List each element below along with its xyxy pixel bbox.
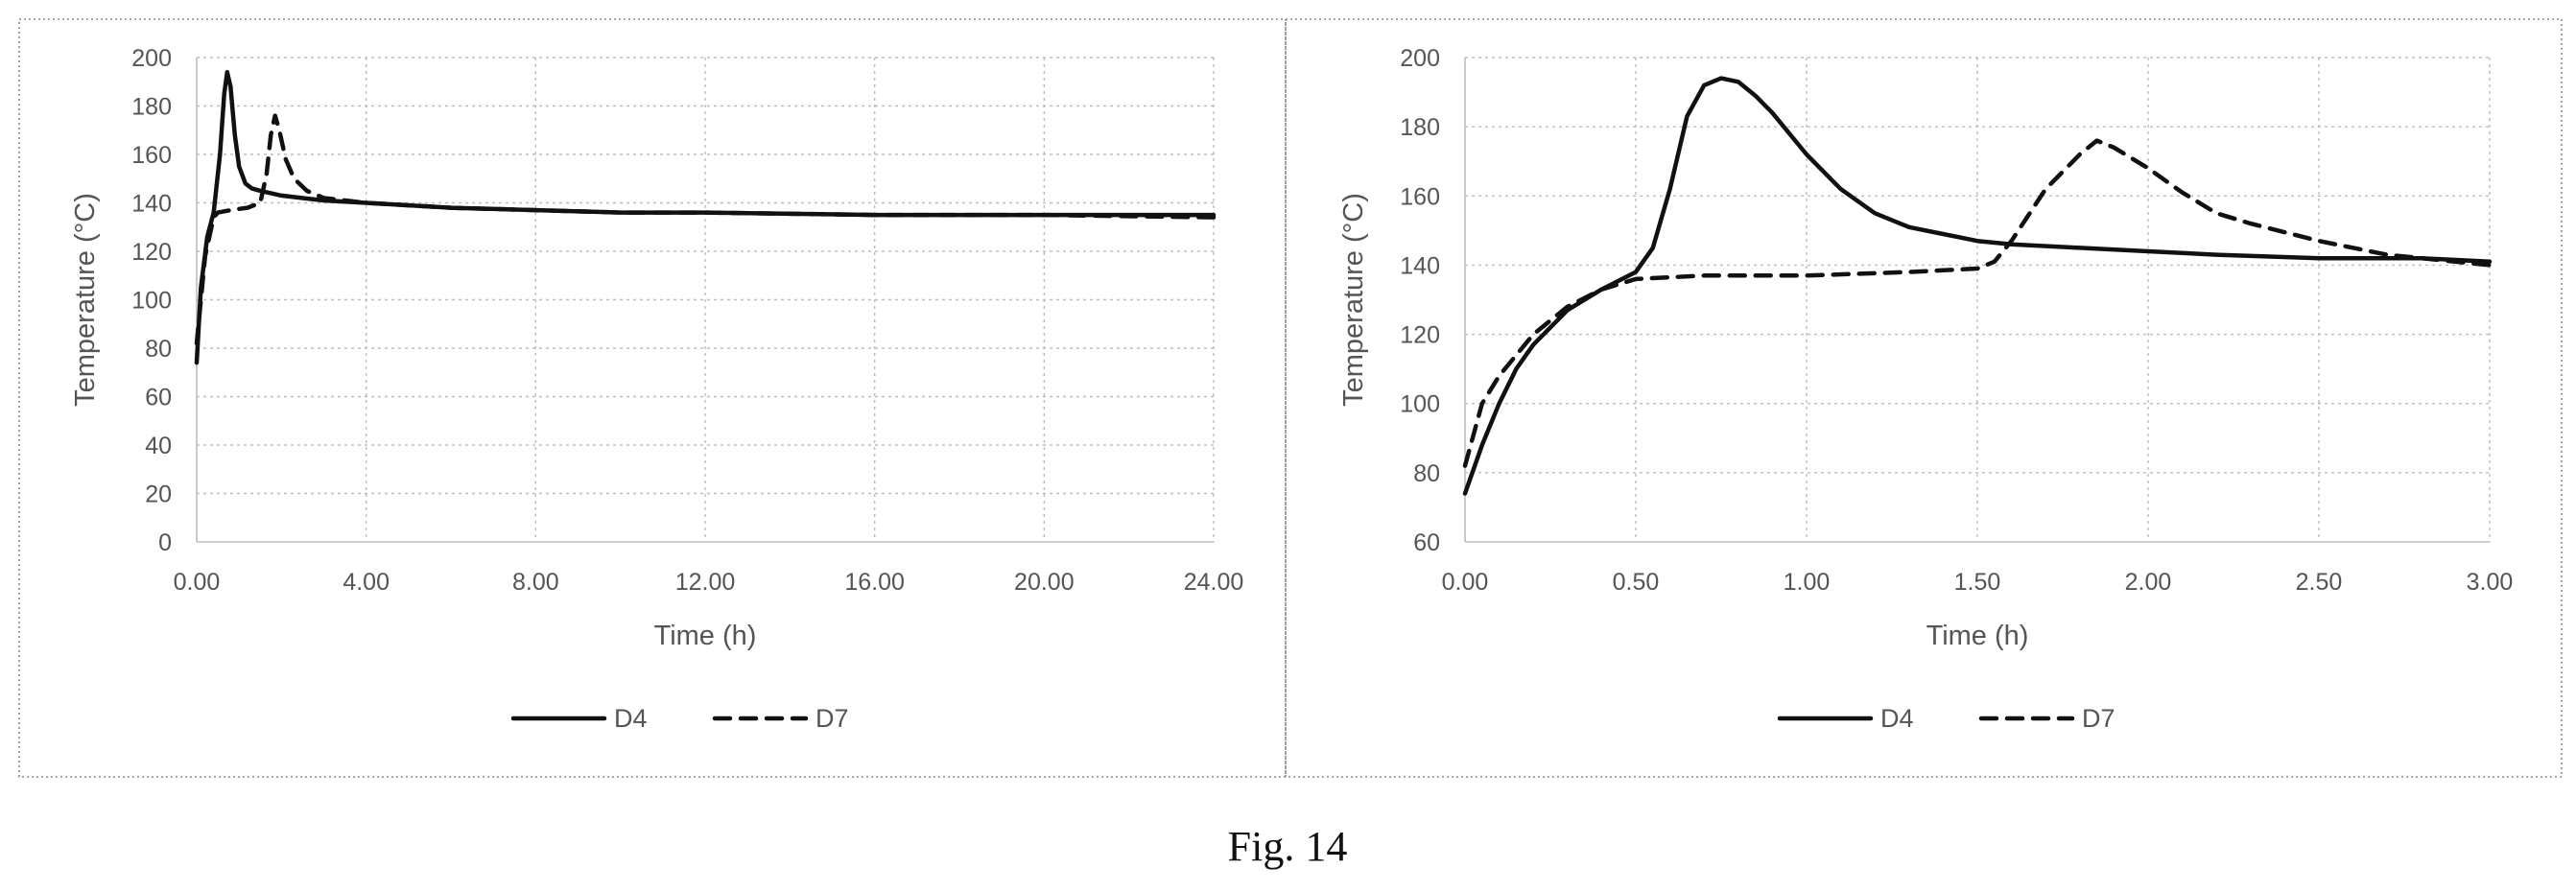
x-axis-label: Time (h) xyxy=(654,621,757,651)
y-tick-label: 60 xyxy=(1413,529,1440,556)
y-axis-label: Temperature (°C) xyxy=(70,193,101,407)
legend-label-d7: D7 xyxy=(815,704,849,733)
series-line-d7 xyxy=(1462,138,2493,468)
x-tick-label: 2.50 xyxy=(2296,569,2343,596)
series-line-d7 xyxy=(194,113,1217,346)
y-tick-label: 120 xyxy=(131,239,172,266)
x-tick-label: 1.00 xyxy=(1784,569,1831,596)
series-line-d4 xyxy=(1462,76,2493,496)
x-tick-label: 4.00 xyxy=(343,569,390,596)
panel-frame xyxy=(18,18,1287,778)
right-chart-panel: 60 80 100 120 140 160 180 200 0.00 0.50 1.00 1.50 2.… xyxy=(1285,18,2563,778)
y-tick-label: 0 xyxy=(158,529,172,556)
x-tick-label: 16.00 xyxy=(844,569,905,596)
x-tick-label: 3.00 xyxy=(2467,569,2514,596)
x-tick-label: 12.00 xyxy=(675,569,736,596)
legend-label-d4: D4 xyxy=(614,704,648,733)
y-tick-label: 180 xyxy=(131,94,172,121)
y-axis-label: Temperature (°C) xyxy=(1338,193,1369,407)
x-tick-label: 20.00 xyxy=(1014,569,1075,596)
y-tick-label: 120 xyxy=(1400,322,1440,349)
legend-label-d4: D4 xyxy=(1880,704,1914,733)
x-tick-label: 0.50 xyxy=(1613,569,1660,596)
panel-frame xyxy=(1285,18,2563,778)
y-tick-label: 140 xyxy=(131,191,172,218)
x-tick-label: 24.00 xyxy=(1184,569,1244,596)
x-tick-label: 0.00 xyxy=(174,569,221,596)
legend-label-d7: D7 xyxy=(2082,704,2115,733)
y-tick-label: 80 xyxy=(1413,460,1440,487)
y-tick-label: 80 xyxy=(145,336,172,363)
x-tick-label: 0.00 xyxy=(1442,569,1489,596)
y-tick-label: 60 xyxy=(145,385,172,411)
x-tick-label: 8.00 xyxy=(512,569,559,596)
y-tick-label: 140 xyxy=(1400,252,1440,279)
series-line-d4 xyxy=(194,69,1217,365)
x-tick-label: 2.00 xyxy=(2125,569,2172,596)
x-axis-label: Time (h) xyxy=(1926,621,2029,651)
y-tick-label: 200 xyxy=(1400,45,1440,72)
y-tick-label: 200 xyxy=(131,45,172,72)
y-tick-label: 40 xyxy=(145,433,172,459)
y-tick-label: 160 xyxy=(1400,183,1440,210)
left-chart-panel: 0 20 40 60 80 100 120 140 160 180 200 0.00 4.00 8.00 1… xyxy=(18,18,1287,778)
y-tick-label: 180 xyxy=(1400,114,1440,141)
figure-caption: Fig. 14 xyxy=(1228,823,1348,870)
y-tick-label: 100 xyxy=(1400,391,1440,418)
x-tick-label: 1.50 xyxy=(1954,569,2001,596)
y-tick-label: 100 xyxy=(131,288,172,315)
y-tick-label: 20 xyxy=(145,481,172,508)
y-tick-label: 160 xyxy=(131,142,172,169)
